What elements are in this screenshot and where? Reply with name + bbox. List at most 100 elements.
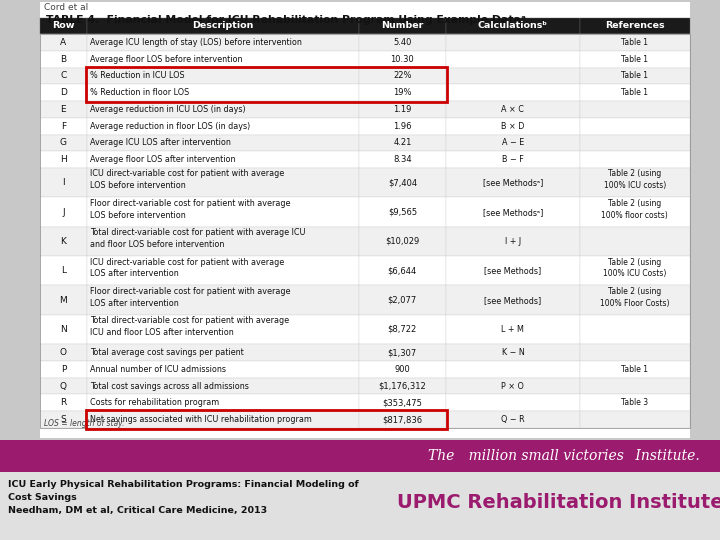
Text: Q: Q (60, 382, 67, 390)
Bar (40, 377, 87, 394)
Text: Table 1: Table 1 (621, 71, 648, 80)
Bar (87, 84, 359, 101)
Bar (87, 151, 359, 168)
Bar (580, 18, 690, 34)
Text: Table 1: Table 1 (621, 365, 648, 374)
Bar (446, 84, 580, 101)
Bar (40, 18, 87, 34)
Bar (580, 68, 690, 84)
Text: $1,176,312: $1,176,312 (379, 382, 426, 390)
Bar (446, 168, 580, 198)
Text: Number: Number (381, 22, 423, 30)
Bar (446, 361, 580, 377)
Text: B − F: B − F (502, 155, 523, 164)
Text: 1.96: 1.96 (393, 122, 412, 131)
Bar (359, 134, 446, 151)
Bar (87, 134, 359, 151)
Bar (580, 377, 690, 394)
Text: The    million small victories   Institute.: The million small victories Institute. (428, 449, 700, 463)
Bar (87, 286, 359, 315)
Bar (87, 18, 359, 34)
Text: Floor direct-variable cost for patient with average: Floor direct-variable cost for patient w… (90, 287, 290, 296)
Text: 8.34: 8.34 (393, 155, 412, 164)
Text: A − E: A − E (502, 138, 524, 147)
Text: R: R (60, 399, 66, 407)
Text: LOS = length of stay.: LOS = length of stay. (44, 419, 125, 428)
Text: Row: Row (52, 22, 75, 30)
Text: Cord et al: Cord et al (44, 3, 89, 12)
Text: Table 2 (using: Table 2 (using (608, 170, 662, 179)
Text: LOS after intervention: LOS after intervention (90, 299, 179, 308)
Bar (359, 344, 446, 361)
Bar (580, 394, 690, 411)
Bar (87, 361, 359, 377)
Bar (580, 411, 690, 428)
Bar (40, 168, 87, 198)
Bar (446, 34, 580, 51)
Text: [see Methods]: [see Methods] (485, 266, 541, 275)
Bar (359, 394, 446, 411)
Text: [see Methodsᵃ]: [see Methodsᵃ] (482, 208, 543, 217)
Bar (87, 118, 359, 134)
Bar (359, 256, 446, 286)
Bar (580, 227, 690, 256)
Bar (359, 151, 446, 168)
Text: Annual number of ICU admissions: Annual number of ICU admissions (90, 365, 226, 374)
Text: LOS before intervention: LOS before intervention (90, 181, 186, 190)
Text: Costs for rehabilitation program: Costs for rehabilitation program (90, 399, 219, 407)
Bar (446, 227, 580, 256)
Bar (580, 315, 690, 344)
Bar (40, 34, 690, 428)
Text: Average floor LOS before intervention: Average floor LOS before intervention (90, 55, 243, 64)
Text: Cost Savings: Cost Savings (8, 493, 77, 502)
Bar (359, 84, 446, 101)
Bar (40, 51, 87, 68)
Bar (446, 101, 580, 118)
Text: Total direct-variable cost for patient with average: Total direct-variable cost for patient w… (90, 316, 289, 325)
Text: Floor direct-variable cost for patient with average: Floor direct-variable cost for patient w… (90, 199, 290, 208)
Text: Needham, DM et al, Critical Care Medicine, 2013: Needham, DM et al, Critical Care Medicin… (8, 506, 267, 515)
Text: and floor LOS before intervention: and floor LOS before intervention (90, 240, 224, 249)
Text: Net savings associated with ICU rehabilitation program: Net savings associated with ICU rehabili… (90, 415, 312, 424)
Text: L + M: L + M (501, 325, 524, 334)
Text: Average reduction in floor LOS (in days): Average reduction in floor LOS (in days) (90, 122, 250, 131)
Text: 4.21: 4.21 (393, 138, 412, 147)
Text: Description: Description (192, 22, 253, 30)
Bar (87, 256, 359, 286)
Bar (446, 315, 580, 344)
Text: ICU Early Physical Rehabilitation Programs: Financial Modeling of: ICU Early Physical Rehabilitation Progra… (8, 480, 359, 489)
Bar (40, 101, 87, 118)
Bar (446, 118, 580, 134)
Bar (580, 151, 690, 168)
Bar (359, 168, 446, 198)
Bar (40, 134, 87, 151)
Bar (359, 377, 446, 394)
Text: 100% ICU Costs): 100% ICU Costs) (603, 269, 667, 278)
Bar (40, 227, 87, 256)
Bar (87, 227, 359, 256)
Bar (87, 394, 359, 411)
Text: TABLE 4.  Financial Model for ICU Rehabilitation Program Using Example Dataᵃ: TABLE 4. Financial Model for ICU Rehabil… (46, 15, 526, 25)
Bar (580, 84, 690, 101)
Text: Table 2 (using: Table 2 (using (608, 258, 662, 267)
Bar (359, 18, 446, 34)
Bar (359, 286, 446, 315)
Bar (446, 256, 580, 286)
Bar (40, 68, 87, 84)
Text: B: B (60, 55, 66, 64)
Text: $9,565: $9,565 (388, 208, 417, 217)
Bar (359, 118, 446, 134)
Text: 900: 900 (395, 365, 410, 374)
Text: $7,404: $7,404 (388, 178, 417, 187)
Bar (359, 198, 446, 227)
Text: References: References (605, 22, 665, 30)
Text: [see Methodsᵃ]: [see Methodsᵃ] (482, 178, 543, 187)
Text: D: D (60, 88, 67, 97)
Bar (359, 361, 446, 377)
Text: 100% Floor Costs): 100% Floor Costs) (600, 299, 670, 308)
Bar (0, 472, 720, 540)
Text: LOS after intervention: LOS after intervention (90, 269, 179, 278)
Bar (40, 411, 87, 428)
Bar (580, 168, 690, 198)
Bar (580, 134, 690, 151)
